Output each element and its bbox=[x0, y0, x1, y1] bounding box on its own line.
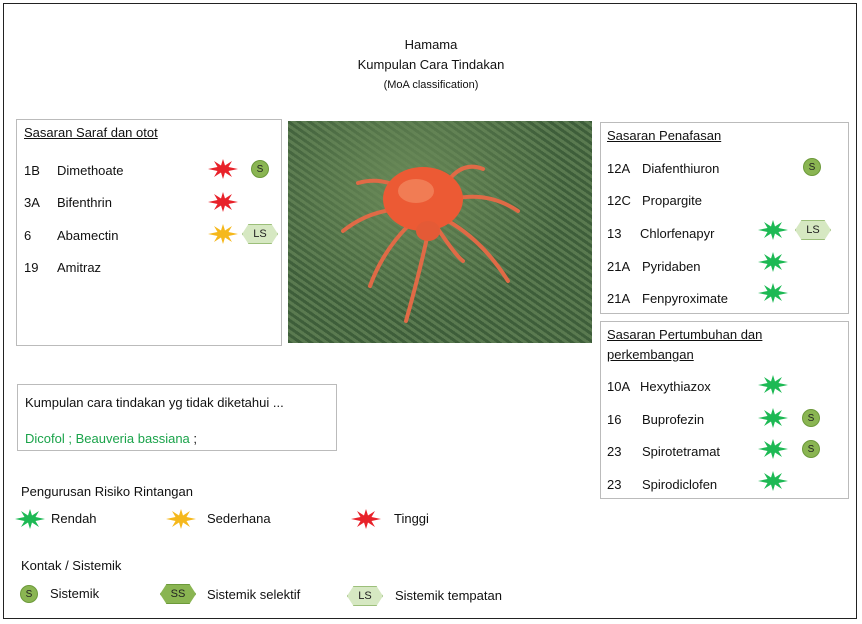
active-ingredient: Fenpyroximate bbox=[642, 291, 728, 306]
systemic-badge: S bbox=[802, 409, 820, 427]
growth-panel: Sasaran Pertumbuhan dan perkembangan 10A… bbox=[600, 321, 849, 499]
active-ingredient: Pyridaben bbox=[642, 259, 701, 274]
active-ingredient: Chlorfenapyr bbox=[640, 226, 715, 241]
nerve-muscle-panel: Sasaran Saraf dan otot 1B Dimethoate 3A … bbox=[16, 119, 282, 346]
high-risk-star-icon bbox=[208, 159, 238, 179]
active-ingredient: Spirodiclofen bbox=[642, 477, 718, 492]
nerve-muscle-heading: Sasaran Saraf dan otot bbox=[24, 125, 158, 140]
unknown-moa-items: Dicofol ; Beauveria bassiana ; bbox=[25, 431, 197, 446]
systemic-badge: S bbox=[20, 585, 38, 603]
medium-risk-star-icon bbox=[208, 224, 238, 244]
selective-systemic-badge: SS bbox=[160, 584, 196, 604]
active-ingredient: Spirotetramat bbox=[642, 444, 721, 459]
moa-code: 16 bbox=[607, 412, 622, 427]
high-risk-star-icon bbox=[351, 509, 381, 529]
low-risk-star-icon bbox=[15, 509, 45, 529]
risk-legend-title: Pengurusan Risiko Rintangan bbox=[21, 484, 193, 499]
contact-legend-title: Kontak / Sistemik bbox=[21, 558, 122, 573]
spider-mite-photo bbox=[288, 121, 592, 343]
low-risk-star-icon bbox=[758, 283, 788, 303]
low-risk-star-icon bbox=[758, 408, 788, 428]
active-ingredient: Bifenthrin bbox=[57, 195, 112, 210]
unknown-item-separator: ; bbox=[64, 431, 76, 446]
contact-legend-systemic: Sistemik bbox=[50, 586, 100, 601]
moa-code: 23 bbox=[607, 444, 622, 459]
active-ingredient: Abamectin bbox=[57, 228, 119, 243]
low-risk-star-icon bbox=[758, 220, 788, 240]
low-risk-star-icon bbox=[758, 375, 788, 395]
local-systemic-badge: LS bbox=[347, 586, 383, 606]
respiration-panel: Sasaran Penafasan 12A Diafenthiuron 12C … bbox=[600, 122, 849, 314]
unknown-item-end: ; bbox=[189, 431, 198, 446]
low-risk-star-icon bbox=[758, 471, 788, 491]
active-ingredient: Propargite bbox=[642, 193, 702, 208]
moa-code: 21A bbox=[607, 291, 631, 306]
low-risk-star-icon bbox=[758, 439, 788, 459]
systemic-badge: S bbox=[803, 158, 821, 176]
moa-code: 12A bbox=[607, 161, 631, 176]
active-ingredient: Diafenthiuron bbox=[642, 161, 720, 176]
unknown-item-beauveria: Beauveria bassiana bbox=[75, 431, 190, 446]
unknown-moa-panel: Kumpulan cara tindakan yg tidak diketahu… bbox=[17, 384, 337, 451]
active-ingredient: Buprofezin bbox=[642, 412, 705, 427]
risk-legend-low: Rendah bbox=[51, 511, 97, 526]
local-systemic-badge: LS bbox=[242, 224, 278, 244]
page-title: Hamama bbox=[404, 37, 458, 52]
high-risk-star-icon bbox=[208, 192, 238, 212]
moa-code: 1B bbox=[24, 163, 40, 178]
page-subtitle: Kumpulan Cara Tindakan bbox=[357, 57, 505, 72]
moa-code: 19 bbox=[24, 260, 39, 275]
unknown-moa-text: Kumpulan cara tindakan yg tidak diketahu… bbox=[25, 395, 284, 410]
moa-code: 12C bbox=[607, 193, 631, 208]
moa-code: 13 bbox=[607, 226, 622, 241]
moa-code: 23 bbox=[607, 477, 622, 492]
moa-code: 10A bbox=[607, 379, 631, 394]
active-ingredient: Dimethoate bbox=[57, 163, 124, 178]
systemic-badge: S bbox=[251, 160, 269, 178]
contact-legend-selective: Sistemik selektif bbox=[207, 587, 301, 602]
local-systemic-badge: LS bbox=[795, 220, 831, 240]
moa-code: 21A bbox=[607, 259, 631, 274]
risk-legend-medium: Sederhana bbox=[207, 511, 271, 526]
low-risk-star-icon bbox=[758, 252, 788, 272]
poster-frame bbox=[3, 3, 857, 619]
risk-legend-high: Tinggi bbox=[394, 511, 429, 526]
active-ingredient: Hexythiazox bbox=[640, 379, 711, 394]
respiration-heading: Sasaran Penafasan bbox=[607, 128, 722, 143]
growth-heading-line1: Sasaran Pertumbuhan dan bbox=[607, 327, 763, 342]
contact-legend-local: Sistemik tempatan bbox=[395, 588, 502, 603]
moa-code: 3A bbox=[24, 195, 40, 210]
unknown-item-dicofol: Dicofol bbox=[25, 431, 65, 446]
mite-illustration bbox=[341, 164, 520, 323]
page-note: (MoA classification) bbox=[383, 79, 479, 91]
active-ingredient: Amitraz bbox=[57, 260, 102, 275]
moa-code: 6 bbox=[24, 228, 32, 243]
medium-risk-star-icon bbox=[166, 509, 196, 529]
growth-heading-line2: perkembangan bbox=[607, 347, 694, 362]
systemic-badge: S bbox=[802, 440, 820, 458]
